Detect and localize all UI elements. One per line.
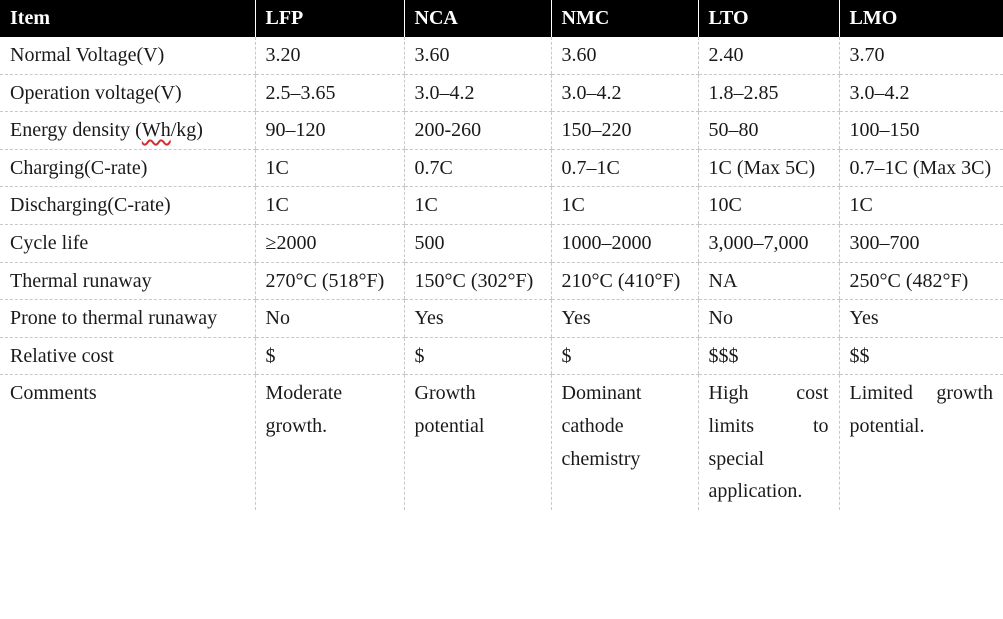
cell-nca: 500 <box>403 224 551 263</box>
cell-nmc: 210°C (410°F) <box>550 262 698 301</box>
row-label: Operation voltage(V) <box>0 74 255 113</box>
row-cycle-life: Cycle life ≥2000 500 1000–2000 3,000–7,0… <box>0 224 1003 263</box>
cell-lto: 2.40 <box>697 37 839 75</box>
cell-nca: 3.0–4.2 <box>403 74 551 113</box>
cell-lmo: $$ <box>838 337 1003 376</box>
cell-nmc: 0.7–1C <box>550 149 698 188</box>
cell-lmo: 300–700 <box>838 224 1003 263</box>
row-label: Normal Voltage(V) <box>0 37 255 75</box>
label-part: Energy density ( <box>10 119 142 142</box>
cell-nca: 150°C (302°F) <box>403 262 551 301</box>
row-label: Discharging(C-rate) <box>0 186 255 225</box>
cell-nmc: 1000–2000 <box>550 224 698 263</box>
header-lfp: LFP <box>254 0 404 37</box>
row-label: Prone to thermal runaway <box>0 299 255 338</box>
header-row: Item LFP NCA NMC LTO LMO <box>0 0 1003 37</box>
battery-comparison-table: Item LFP NCA NMC LTO LMO Normal Voltage(… <box>0 0 1003 510</box>
cell-lfp: $ <box>254 337 404 376</box>
row-label: Charging(C-rate) <box>0 149 255 188</box>
row-label: Relative cost <box>0 337 255 376</box>
row-label: Energy density (Wh/kg) <box>0 111 255 150</box>
row-label: Cycle life <box>0 224 255 263</box>
row-discharging: Discharging(C-rate) 1C 1C 1C 10C 1C <box>0 186 1003 225</box>
cell-lto: No <box>697 299 839 338</box>
cell-lfp: 90–120 <box>254 111 404 150</box>
cell-lfp: 3.20 <box>254 37 404 75</box>
row-comments: Comments Moderate growth. Growth potenti… <box>0 374 1003 510</box>
cell-lmo: 100–150 <box>838 111 1003 150</box>
cell-lto: $$$ <box>697 337 839 376</box>
cell-nca: 200-260 <box>403 111 551 150</box>
cell-nca: $ <box>403 337 551 376</box>
header-lmo: LMO <box>838 0 1003 37</box>
cell-lfp: 1C <box>254 186 404 225</box>
label-part: /kg) <box>170 119 203 142</box>
cell-nmc: Dominant cathode chemistry <box>550 374 698 510</box>
row-normal-voltage: Normal Voltage(V) 3.20 3.60 3.60 2.40 3.… <box>0 37 1003 75</box>
row-label: Comments <box>10 382 97 405</box>
cell-nmc: $ <box>550 337 698 376</box>
row-relative-cost: Relative cost $ $ $ $$$ $$ <box>0 337 1003 376</box>
cell-lto: 3,000–7,000 <box>697 224 839 263</box>
cell-lfp: Moderate growth. <box>254 374 404 510</box>
cell-lmo: Yes <box>838 299 1003 338</box>
header-item: Item <box>0 0 255 37</box>
row-operation-voltage: Operation voltage(V) 2.5–3.65 3.0–4.2 3.… <box>0 74 1003 113</box>
cell-lfp: 2.5–3.65 <box>254 74 404 113</box>
cell-lto: High cost limits to special application. <box>697 374 839 510</box>
cell-lfp: ≥2000 <box>254 224 404 263</box>
cell-lmo: 3.70 <box>838 37 1003 75</box>
cell-lfp: No <box>254 299 404 338</box>
cell-lmo: 3.0–4.2 <box>838 74 1003 113</box>
cell-nmc: 150–220 <box>550 111 698 150</box>
cell-nca: 0.7C <box>403 149 551 188</box>
header-nca: NCA <box>403 0 551 37</box>
cell-nca: Growth potential <box>403 374 551 510</box>
cell-lto: NA <box>697 262 839 301</box>
header-nmc: NMC <box>550 0 698 37</box>
cell-nmc: 1C <box>550 186 698 225</box>
cell-lto: 10C <box>697 186 839 225</box>
cell-nmc: 3.60 <box>550 37 698 75</box>
header-lto: LTO <box>697 0 839 37</box>
cell-nca: 3.60 <box>403 37 551 75</box>
cell-lfp: 270°C (518°F) <box>254 262 404 301</box>
cell-lmo: Limited growth potential. <box>838 374 1003 510</box>
row-prone-thermal-runaway: Prone to thermal runaway No Yes Yes No Y… <box>0 299 1003 338</box>
row-energy-density: Energy density (Wh/kg) 90–120 200-260 15… <box>0 111 1003 150</box>
cell-nca: 1C <box>403 186 551 225</box>
spellcheck-word: Wh <box>141 119 171 142</box>
row-label: Thermal runaway <box>0 262 255 301</box>
cell-lto: 1.8–2.85 <box>697 74 839 113</box>
row-thermal-runaway: Thermal runaway 270°C (518°F) 150°C (302… <box>0 262 1003 301</box>
cell-nmc: Yes <box>550 299 698 338</box>
cell-nca: Yes <box>403 299 551 338</box>
cell-lto: 1C (Max 5C) <box>697 149 839 188</box>
cell-lto: 50–80 <box>697 111 839 150</box>
cell-lmo: 1C <box>838 186 1003 225</box>
cell-nmc: 3.0–4.2 <box>550 74 698 113</box>
cell-lmo: 0.7–1C (Max 3C) <box>838 149 1003 188</box>
row-charging: Charging(C-rate) 1C 0.7C 0.7–1C 1C (Max … <box>0 149 1003 188</box>
cell-lfp: 1C <box>254 149 404 188</box>
cell-lmo: 250°C (482°F) <box>838 262 1003 301</box>
